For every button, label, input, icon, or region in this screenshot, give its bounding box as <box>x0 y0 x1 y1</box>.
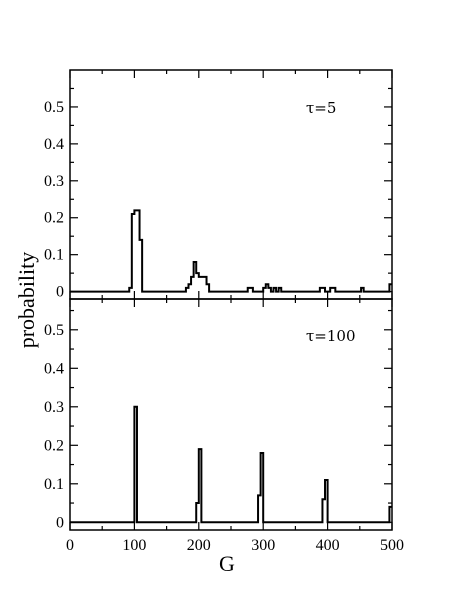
top-panel-frame <box>69 69 393 300</box>
bottom-y-tick-label: 0.5 <box>44 322 64 339</box>
bottom-y-tick-label: 0.3 <box>44 399 64 416</box>
bottom-panel-annotation: τ=100 <box>306 327 356 345</box>
bottom-y-tick-label: 0 <box>56 514 64 531</box>
bottom-series-line <box>70 405 392 524</box>
bottom-y-tick-label: 0.1 <box>44 476 64 493</box>
top-y-tick-label: 0.1 <box>44 247 64 264</box>
top-y-tick-label: 0.5 <box>44 99 64 116</box>
top-y-tick-label: 0.4 <box>44 136 64 153</box>
x-tick-label: 500 <box>380 537 404 554</box>
bottom-panel-ticks: 0 0.1 0.2 0.3 0.4 0.5 0 100 200 300 400 500 <box>44 299 404 554</box>
top-panel-annotation: τ=5 <box>306 99 336 117</box>
x-tick-label: 300 <box>251 537 275 554</box>
top-y-tick-label: 0.3 <box>44 173 64 190</box>
x-tick-label: 400 <box>316 537 340 554</box>
top-panel: 0 0.1 0.2 0.3 0.4 0.5 τ=5 <box>44 69 393 301</box>
x-tick-label: 200 <box>187 537 211 554</box>
bottom-y-tick-label: 0.4 <box>44 360 64 377</box>
bottom-y-tick-label: 0.2 <box>44 437 64 454</box>
top-series-line <box>70 209 392 293</box>
top-y-tick-label: 0 <box>56 284 64 301</box>
bottom-panel: 0 0.1 0.2 0.3 0.4 0.5 0 100 200 300 400 500 τ=100 <box>44 298 404 554</box>
x-axis-label: G <box>219 551 235 576</box>
top-y-tick-label: 0.2 <box>44 210 64 227</box>
x-tick-label: 100 <box>122 537 146 554</box>
top-panel-ticks: 0 0.1 0.2 0.3 0.4 0.5 <box>44 70 393 301</box>
x-tick-label: 0 <box>66 537 74 554</box>
y-axis-label: probability <box>14 252 39 349</box>
